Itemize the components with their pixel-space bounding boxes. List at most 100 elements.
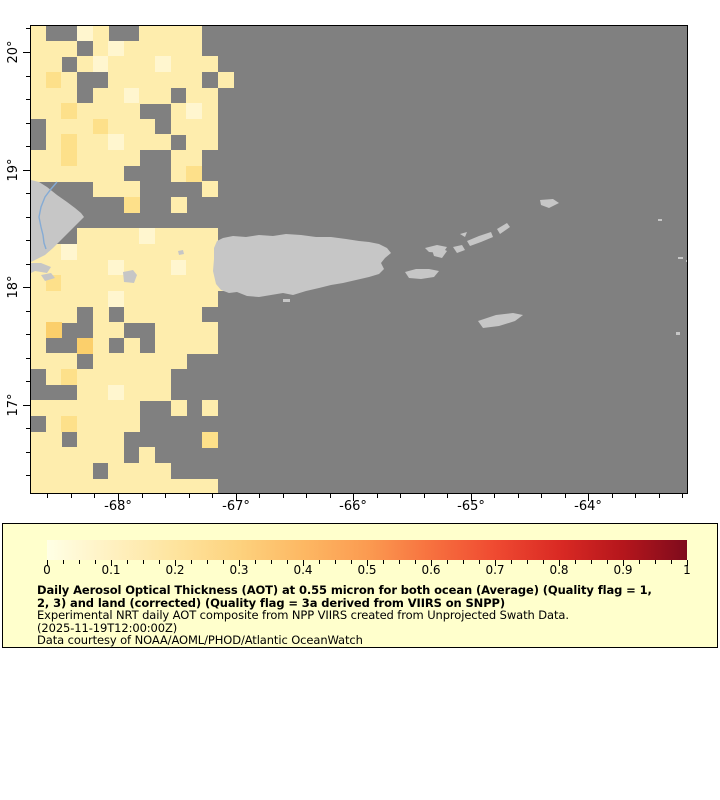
- aot-cell: [139, 290, 156, 307]
- aot-cell: [45, 56, 62, 73]
- aot-cell: [45, 134, 62, 151]
- lat-tick-label: 19°: [6, 158, 21, 182]
- lon-tick-label: -68°: [104, 499, 132, 514]
- aot-cell: [92, 40, 109, 57]
- aot-cell: [155, 384, 172, 401]
- aot-cell: [45, 40, 62, 57]
- aot-cell: [61, 103, 78, 120]
- aot-cell: [139, 26, 156, 41]
- lon-minor-tick: [659, 494, 660, 498]
- aot-cell: [217, 243, 234, 260]
- lat-minor-tick: [26, 264, 30, 265]
- aot-cell: [45, 87, 62, 104]
- legend-title-line1: Daily Aerosol Optical Thickness (AOT) at…: [37, 583, 652, 597]
- colorbar-tick-label: 0.1: [101, 563, 121, 577]
- legend-title-line2: 2, 3) and land (corrected) (Quality flag…: [37, 595, 506, 610]
- aot-cell: [76, 165, 93, 182]
- aot-cell: [123, 259, 140, 276]
- aot-cell: [139, 447, 156, 464]
- aot-cell: [155, 243, 172, 260]
- aot-cell: [155, 478, 172, 493]
- aot-cell: [108, 150, 125, 167]
- colorbar-major-tick: [175, 560, 176, 566]
- aot-cell: [123, 103, 140, 120]
- aot-cell: [155, 87, 172, 104]
- aot-cell: [123, 478, 140, 493]
- aot-cell: [76, 118, 93, 135]
- aot-cell: [61, 40, 78, 57]
- aot-cell: [92, 369, 109, 386]
- aot-cell: [31, 259, 46, 276]
- aot-cell: [31, 290, 46, 307]
- lat-minor-tick: [26, 146, 30, 147]
- aot-cell: [123, 384, 140, 401]
- aot-cell: [186, 290, 203, 307]
- colorbar-major-tick: [303, 560, 304, 566]
- lon-major-tick: [588, 494, 589, 501]
- aot-cell: [123, 87, 140, 104]
- aot-cell: [61, 462, 78, 479]
- aot-cell: [170, 322, 187, 339]
- aot-cell: [92, 150, 109, 167]
- aot-cell: [170, 400, 187, 417]
- colorbar-major-tick: [431, 560, 432, 566]
- colorbar-minor-tick: [543, 560, 544, 564]
- aot-cell: [139, 71, 156, 88]
- aot-cell: [155, 259, 172, 276]
- aot-cell: [123, 353, 140, 370]
- colorbar-minor-tick: [255, 560, 256, 564]
- colorbar-major-tick: [559, 560, 560, 566]
- aot-cell: [92, 337, 109, 354]
- aot-cell: [31, 243, 46, 260]
- aot-cell: [170, 56, 187, 73]
- colorbar-tick-label: 0.7: [485, 563, 505, 577]
- aot-cell: [76, 462, 93, 479]
- colorbar-minor-tick: [127, 560, 128, 564]
- aot-cell: [31, 103, 46, 120]
- aot-cell: [170, 478, 187, 493]
- aot-cell: [76, 337, 93, 354]
- aot-cell: [45, 447, 62, 464]
- lon-tick-label: -64°: [574, 499, 602, 514]
- aot-cell: [76, 56, 93, 73]
- lon-major-tick: [353, 494, 354, 501]
- colorbar-major-tick: [495, 560, 496, 566]
- aot-cell: [186, 118, 203, 135]
- aot-cell: [45, 150, 62, 167]
- aot-cell: [61, 290, 78, 307]
- aot-cell: [123, 197, 140, 214]
- aot-cell: [76, 150, 93, 167]
- lon-tick-label: -65°: [457, 499, 485, 514]
- aot-cell: [45, 71, 62, 88]
- aot-cell: [76, 400, 93, 417]
- aot-cell: [92, 118, 109, 135]
- aot-cell: [31, 462, 46, 479]
- aot-cell: [31, 87, 46, 104]
- aot-cell: [170, 290, 187, 307]
- colorbar-minor-tick: [399, 560, 400, 564]
- aot-cell: [76, 431, 93, 448]
- aot-cell: [123, 337, 140, 354]
- lon-minor-tick: [94, 494, 95, 498]
- colorbar-major-tick: [687, 560, 688, 566]
- aot-cell: [108, 71, 125, 88]
- aot-cell: [76, 447, 93, 464]
- lon-minor-tick: [165, 494, 166, 498]
- aot-cell: [108, 40, 125, 57]
- aot-cell: [155, 275, 172, 292]
- aot-colorbar: [47, 540, 687, 560]
- lat-minor-tick: [26, 311, 30, 312]
- aot-cell: [31, 150, 46, 167]
- colorbar-tick-label: 0.8: [549, 563, 569, 577]
- map-plot-area: [30, 25, 688, 494]
- aot-cell: [202, 478, 219, 493]
- colorbar-minor-tick: [479, 560, 480, 564]
- aot-cell: [170, 353, 187, 370]
- lon-major-tick: [471, 494, 472, 501]
- lon-minor-tick: [330, 494, 331, 498]
- aot-cell: [123, 369, 140, 386]
- aot-cell: [155, 228, 172, 245]
- lat-minor-tick: [26, 334, 30, 335]
- aot-cell: [108, 462, 125, 479]
